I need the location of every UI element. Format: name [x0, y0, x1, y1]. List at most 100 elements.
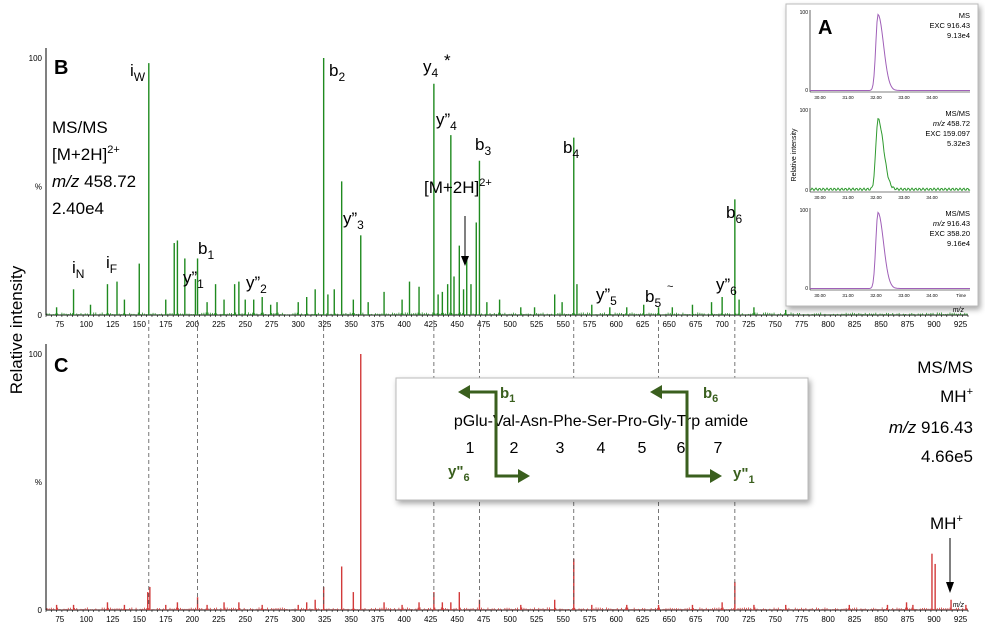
residue-number-1: 1 — [466, 440, 475, 457]
b-xtick-400: 400 — [398, 320, 412, 329]
b-xtick-750: 750 — [768, 320, 782, 329]
inset-xtick: 31.00 — [842, 195, 854, 200]
panel-c-mode: MS/MS — [917, 358, 973, 377]
c-xtick-725: 725 — [742, 615, 756, 624]
inset-2-text-1: m/z 458.72 — [933, 119, 970, 128]
b-xtick-625: 625 — [636, 320, 650, 329]
residue-number-7: 7 — [714, 440, 723, 457]
y6-arrowhead — [518, 469, 530, 483]
b-xtick-850: 850 — [874, 320, 888, 329]
inset-3-text-1: m/z 916.43 — [933, 219, 970, 228]
inset-trace-2 — [809, 117, 971, 192]
b-xtick-550: 550 — [556, 320, 570, 329]
b-xtick-325: 325 — [318, 320, 332, 329]
b-xtick-125: 125 — [106, 320, 120, 329]
annotations: Relative intensity B MS/MS [M+2H]2+ m/z 458.… — [7, 51, 973, 593]
inset-3-text-0: MS/MS — [945, 209, 970, 218]
seq-b1-label: b1 — [500, 385, 515, 405]
inset-trace-1 — [810, 13, 970, 91]
c-ytick-pct: % — [35, 478, 42, 487]
inset-ytick-100: 100 — [800, 208, 809, 214]
arrowhead-m2h — [461, 256, 469, 266]
b-ytick-100: 100 — [29, 54, 43, 63]
sequence-panel — [395, 377, 809, 501]
b-xtick-500: 500 — [503, 320, 517, 329]
c-xtick-675: 675 — [689, 615, 703, 624]
c-xtick-925: 925 — [954, 615, 968, 624]
label-y3pp: y”3 — [343, 209, 364, 232]
c-xtick-900: 900 — [927, 615, 941, 624]
panel-c: 100%075 100 125 150 175 200 225 250 275 300 325 350… — [29, 344, 969, 624]
b-xtick-150: 150 — [133, 320, 147, 329]
inset-ytick-100: 100 — [800, 108, 809, 114]
inset-2-text-0: MS/MS — [945, 109, 970, 118]
c-xtick-175: 175 — [159, 615, 173, 624]
label-iN: iN — [72, 258, 84, 281]
y1-bracket — [685, 430, 712, 478]
residue-number-6: 6 — [677, 440, 686, 457]
label-b1: b1 — [198, 239, 214, 262]
arrowhead-mh — [946, 582, 954, 593]
label-b3: b3 — [475, 135, 491, 158]
b-ytick-pct: % — [35, 183, 42, 192]
residue-number-4: 4 — [597, 440, 606, 457]
inset-xtick: 32.00 — [870, 195, 882, 200]
panel-b: 100% 0 75 100 125 150 175 200 225 250 275 300 325 350… — [29, 48, 969, 329]
b-xtick-525: 525 — [530, 320, 544, 329]
c-xtick-300: 300 — [292, 615, 306, 624]
b1-bracket — [466, 390, 498, 430]
inset-xtick: 32.00 — [870, 95, 882, 100]
c-xtick-775: 775 — [795, 615, 809, 624]
inset-xtick: 34.00 — [926, 95, 938, 100]
panel-c-ion: MH+ — [940, 386, 973, 406]
inset-xtick: 30.00 — [814, 293, 826, 298]
b-xtick-450: 450 — [451, 320, 465, 329]
label-mh: MH+ — [930, 513, 963, 533]
panel-b-ion: [M+2H]2+ — [52, 144, 120, 164]
c-xtick-875: 875 — [901, 615, 915, 624]
inset-1-text-2: 9.13e4 — [947, 31, 970, 40]
seq-y1-label: y"1 — [733, 465, 755, 486]
c-xtick-625: 625 — [636, 615, 650, 624]
inset-time-label: Time — [956, 293, 966, 298]
c-xtick-700: 700 — [715, 615, 729, 624]
b-xtick-900: 900 — [927, 320, 941, 329]
c-xtick-650: 650 — [662, 615, 676, 624]
c-xtick-75: 75 — [55, 615, 64, 624]
b-xtick-75: 75 — [55, 320, 64, 329]
panel-b-letter: B — [54, 57, 68, 79]
label-y4-star: * — [444, 51, 451, 70]
y-axis-label: Relative intensity — [7, 265, 26, 394]
b-xtick-700: 700 — [715, 320, 729, 329]
b1-arrowhead — [458, 385, 470, 399]
b-xtick-925: 925 — [954, 320, 968, 329]
inset-xtick: 34.00 — [926, 195, 938, 200]
b-xtick-600: 600 — [609, 320, 623, 329]
label-b5-tilde: ~ — [667, 281, 673, 293]
inset-xtick: 31.00 — [842, 293, 854, 298]
c-xtick-325: 325 — [318, 615, 332, 624]
c-mz-unit: m/z — [953, 602, 965, 609]
b-xtick-250: 250 — [239, 320, 253, 329]
b-xtick-225: 225 — [212, 320, 226, 329]
residue-number-2: 2 — [510, 440, 519, 457]
label-y5pp: y”5 — [596, 285, 617, 308]
inset-xtick: 30.00 — [814, 195, 826, 200]
inset-xtick: 34.00 — [926, 293, 938, 298]
label-y6pp: y”6 — [716, 275, 737, 298]
panel-b-mz: m/z 458.72 — [52, 172, 136, 191]
c-xtick-800: 800 — [821, 615, 835, 624]
panel-b-mode: MS/MS — [52, 118, 108, 137]
c-xtick-525: 525 — [530, 615, 544, 624]
b-xtick-725: 725 — [742, 320, 756, 329]
c-xtick-375: 375 — [371, 615, 385, 624]
b-xtick-575: 575 — [583, 320, 597, 329]
panel-a-letter: A — [818, 17, 832, 39]
label-b4: b4 — [563, 138, 579, 161]
panel-a-inset: A Relative intensity 100 0 30.00 31.00 32.00 33… — [785, 3, 979, 307]
y1-arrowhead — [710, 469, 722, 483]
peptide-sequence: pGlu-Val-Asn-Phe-Ser-Pro-Gly-Trp amide — [454, 413, 748, 430]
label-m2h: [M+2H]2+ — [424, 177, 492, 197]
label-y1pp: y”1 — [183, 268, 204, 291]
